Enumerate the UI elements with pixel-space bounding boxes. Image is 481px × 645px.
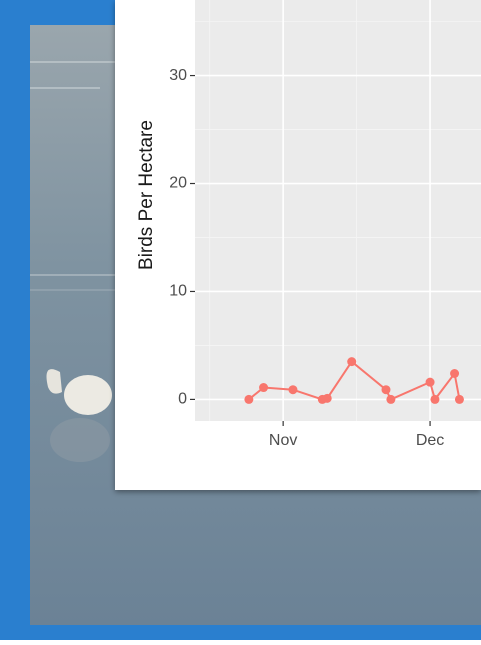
data-point: [322, 393, 332, 403]
data-point: [259, 383, 269, 393]
y-axis-title: Birds Per Hectare: [136, 120, 157, 270]
data-point: [288, 385, 298, 395]
swan: [46, 369, 112, 462]
x-tick-label: Dec: [416, 432, 444, 449]
data-point: [430, 394, 440, 404]
y-tick-label: 0: [178, 391, 187, 408]
y-tick-label: 10: [169, 283, 187, 300]
plot-area: [195, 0, 481, 421]
data-point: [381, 385, 391, 395]
data-point: [454, 394, 464, 404]
y-tick-label: 20: [169, 175, 187, 192]
photo-detail: [30, 61, 115, 291]
y-tick-label: 30: [169, 67, 187, 84]
data-point: [347, 357, 357, 367]
plot: [195, 0, 481, 421]
x-tick-label: Nov: [269, 432, 297, 449]
data-point: [450, 369, 460, 379]
series-line: [248, 360, 461, 402]
data-point: [425, 377, 435, 387]
data-point: [386, 394, 396, 404]
data-point: [244, 394, 254, 404]
